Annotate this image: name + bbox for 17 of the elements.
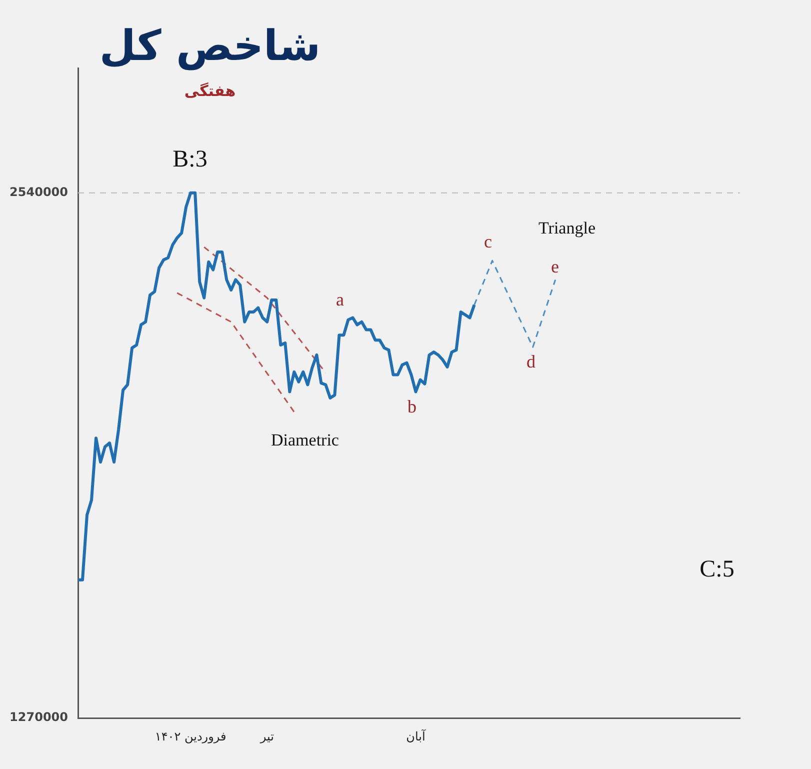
line-series: [474, 260, 556, 348]
annotation: b: [408, 396, 416, 417]
text: هفتگی: [183, 82, 237, 100]
annotation: e: [551, 256, 559, 277]
x-tick-label: فروردین ۱۴۰۲: [154, 729, 226, 744]
chart-title: شاخص کل: [98, 20, 322, 72]
y-tick-label: 2540000: [10, 185, 68, 199]
annotation: d: [526, 352, 536, 372]
annotation: C:5: [700, 556, 734, 582]
x-tick-label: تیر: [259, 729, 274, 744]
annotation: Diametric: [271, 430, 340, 450]
y-tick-label: 1270000: [10, 710, 68, 724]
annotation: a: [336, 290, 344, 310]
annotation: c: [484, 232, 492, 252]
x-tick-label: آبان: [406, 728, 426, 744]
annotation: B:3: [172, 146, 208, 172]
annotation: Triangle: [538, 218, 596, 238]
